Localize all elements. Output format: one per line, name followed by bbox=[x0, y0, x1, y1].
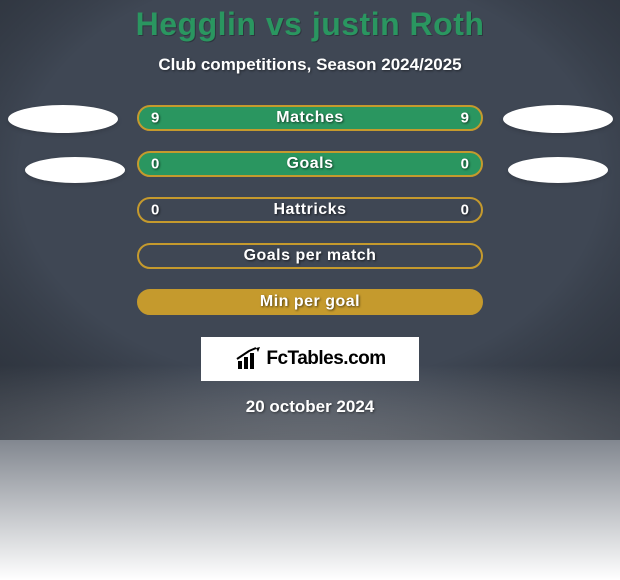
stat-bar: Goals per match bbox=[137, 243, 483, 269]
stat-label: Min per goal bbox=[260, 293, 360, 311]
stat-right-value: 0 bbox=[461, 156, 469, 173]
subtitle: Club competitions, Season 2024/2025 bbox=[0, 55, 620, 75]
stat-bar: 0 Goals 0 bbox=[137, 151, 483, 177]
logo-text: FcTables.com bbox=[266, 348, 385, 370]
stat-left-value: 9 bbox=[151, 110, 159, 127]
player-right-badges bbox=[495, 105, 620, 183]
stat-right-value: 0 bbox=[461, 202, 469, 219]
stat-left-value: 0 bbox=[151, 202, 159, 219]
player-left-ellipse bbox=[25, 157, 125, 183]
stat-bars: 9 Matches 9 0 Goals 0 0 Hattricks 0 Goals per mat… bbox=[137, 105, 483, 315]
player-right-ellipse bbox=[508, 157, 608, 183]
stat-bar: 0 Hattricks 0 bbox=[137, 197, 483, 223]
stat-label: Matches bbox=[276, 109, 344, 127]
title: Hegglin vs justin Roth bbox=[0, 6, 620, 43]
stat-label: Hattricks bbox=[274, 201, 347, 219]
stat-right-value: 9 bbox=[461, 110, 469, 127]
stat-left-value: 0 bbox=[151, 156, 159, 173]
stat-label: Goals bbox=[287, 155, 334, 173]
fctables-logo: FcTables.com bbox=[201, 337, 419, 381]
date: 20 october 2024 bbox=[0, 397, 620, 417]
player-left-ellipse bbox=[8, 105, 118, 133]
comparison-chart: 9 Matches 9 0 Goals 0 0 Hattricks 0 Goals per mat… bbox=[0, 105, 620, 315]
barchart-icon bbox=[234, 347, 262, 371]
stat-bar: Min per goal bbox=[137, 289, 483, 315]
stat-label: Goals per match bbox=[244, 247, 377, 265]
player-left-badges bbox=[0, 105, 125, 183]
stat-bar: 9 Matches 9 bbox=[137, 105, 483, 131]
player-right-ellipse bbox=[503, 105, 613, 133]
